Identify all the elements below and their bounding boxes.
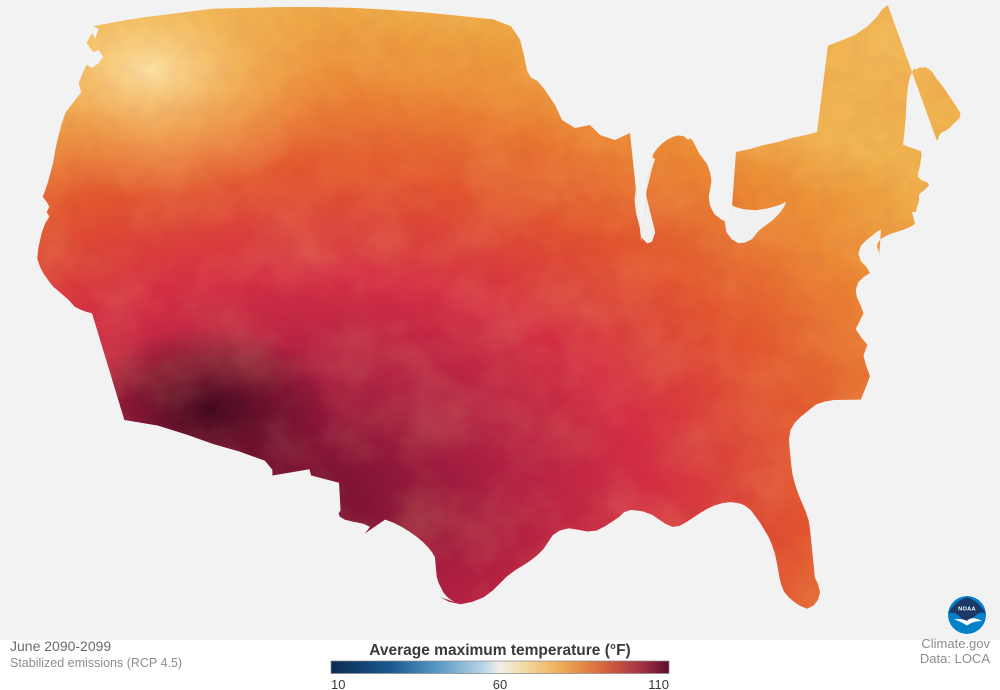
svg-text:Climate.gov: Climate.gov: [921, 636, 990, 651]
svg-text:Stabilized emissions (RCP 4.5): Stabilized emissions (RCP 4.5): [10, 656, 182, 670]
svg-text:10: 10: [331, 677, 345, 690]
svg-text:Average maximum temperature (°: Average maximum temperature (°F): [369, 642, 630, 659]
svg-text:110: 110: [648, 677, 669, 690]
svg-text:NOAA: NOAA: [958, 607, 976, 613]
svg-text:Data: LOCA: Data: LOCA: [920, 651, 990, 666]
svg-text:June 2090-2099: June 2090-2099: [10, 638, 111, 654]
svg-text:60: 60: [493, 677, 507, 690]
